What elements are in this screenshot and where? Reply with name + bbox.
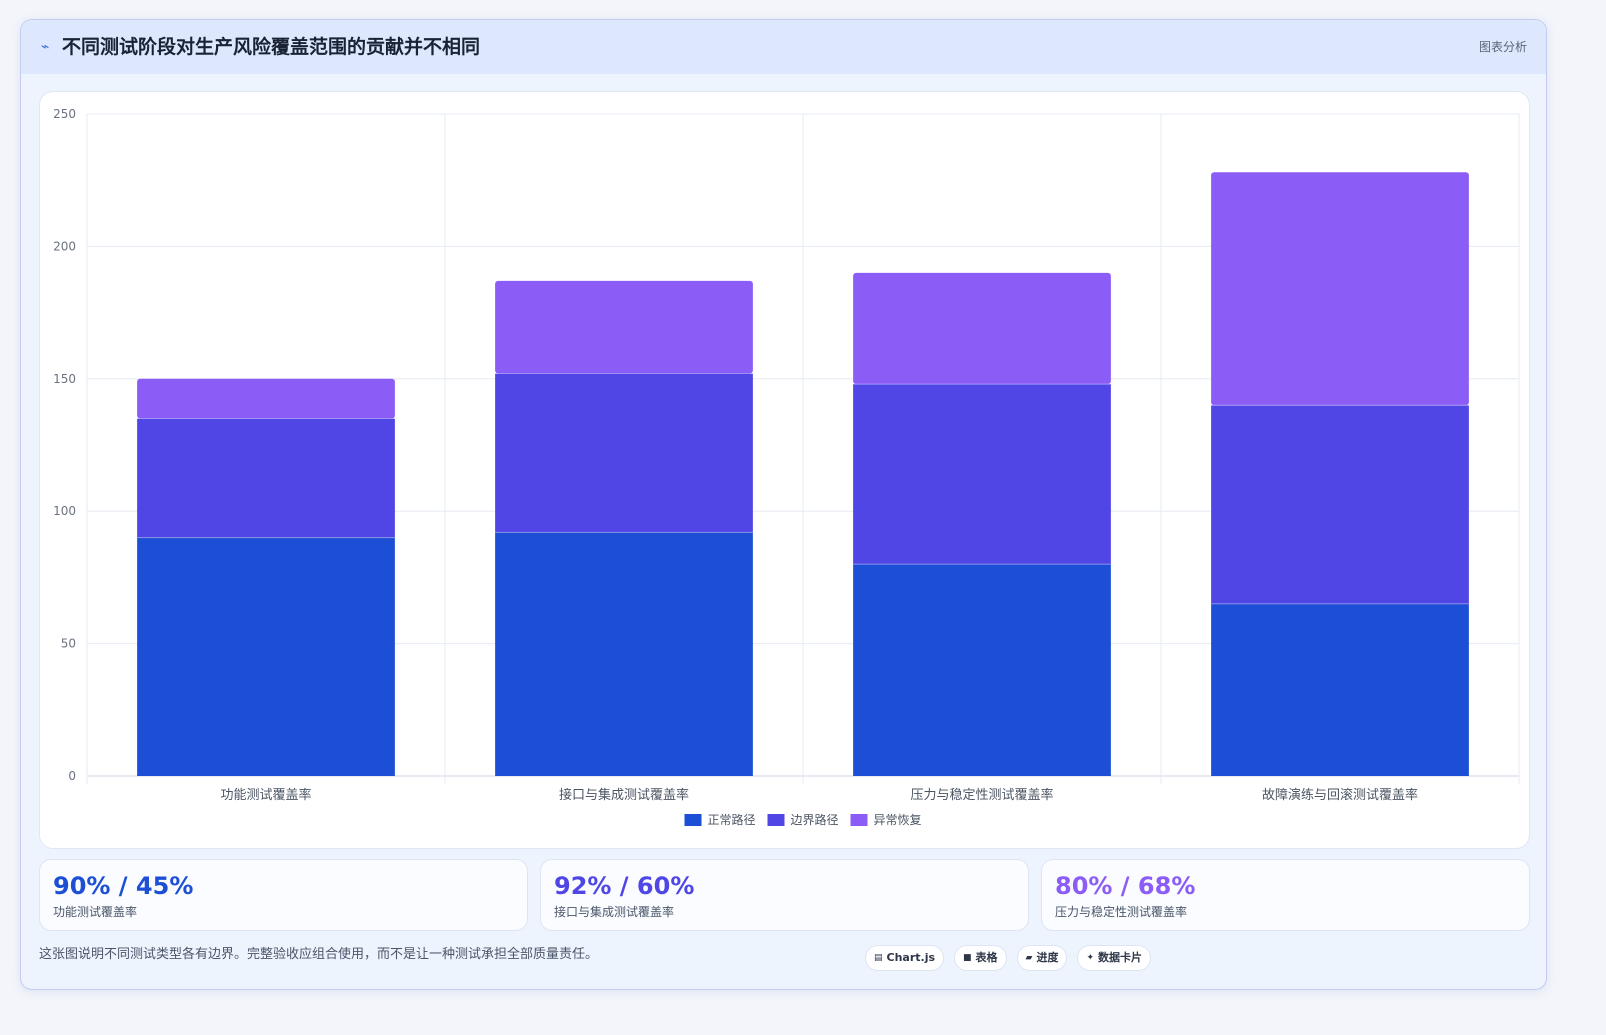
bar-segment (1211, 172, 1469, 406)
stat-value: 92% / 60% (554, 872, 695, 900)
y-tick-label: 100 (53, 504, 76, 518)
chart-analysis-badge: 图表分析 (1478, 40, 1527, 54)
progress-icon: ▰ (1025, 953, 1033, 963)
stat-card-integration: 92% / 60% 接口与集成测试覆盖率 (540, 859, 1029, 931)
legend-swatch (850, 814, 868, 826)
y-tick-label: 150 (53, 372, 76, 386)
x-tick-label: 故障演练与回滚测试覆盖率 (1262, 787, 1418, 803)
bar-segment (495, 373, 753, 533)
bar-segment (853, 384, 1111, 565)
bar-segment (137, 537, 395, 776)
tag-table[interactable]: ■ 表格 (954, 945, 1007, 971)
footer-description: 这张图说明不同测试类型各有边界。完整验收应组合使用，而不是让一种测试承担全部质量… (39, 947, 599, 962)
stat-label: 接口与集成测试覆盖率 (554, 905, 675, 919)
legend-swatch (767, 814, 785, 826)
bar-segment (495, 532, 753, 776)
x-tick-label: 压力与稳定性测试覆盖率 (910, 787, 1053, 803)
bar-segment (1211, 603, 1469, 776)
chart-icon: ▤ (874, 953, 883, 963)
chart-panel: 0 50 100 150 200 250 功能测试覆盖率 接口与集成测试覆盖率 压力与稳定性测试… (39, 91, 1530, 849)
legend-label: 边界路径 (791, 812, 839, 827)
legend-label: 正常路径 (708, 812, 756, 827)
bar-segment (495, 280, 753, 374)
tag-label: 进度 (1036, 951, 1059, 964)
stat-value: 80% / 68% (1055, 872, 1196, 900)
sparkle-icon: ✦ (1086, 953, 1095, 963)
legend-swatch (684, 814, 702, 826)
stacked-bar-chart: 0 50 100 150 200 250 功能测试覆盖率 接口与集成测试覆盖率 压力与稳定性测试… (53, 107, 1520, 827)
tag-label: 表格 (975, 951, 998, 964)
line-chart-icon: ⌁ (41, 39, 50, 55)
table-icon: ■ (963, 953, 972, 963)
page-title: 不同测试阶段对生产风险覆盖范围的贡献并不相同 (62, 36, 481, 58)
bar-segment (1211, 405, 1469, 604)
tag-data-cards[interactable]: ✦ 数据卡片 (1077, 945, 1152, 971)
x-tick-label: 接口与集成测试覆盖率 (559, 787, 689, 803)
legend-label: 异常恢复 (874, 813, 922, 827)
y-tick-label: 0 (68, 769, 76, 783)
card-header: ⌁ 不同测试阶段对生产风险覆盖范围的贡献并不相同 图表分析 (21, 20, 1546, 74)
tag-list: ▤ Chart.js ■ 表格 ▰ 进度 ✦ 数据卡片 (865, 945, 1152, 971)
tag-label: Chart.js (886, 951, 936, 964)
stat-label: 压力与稳定性测试覆盖率 (1055, 905, 1188, 919)
y-tick-label: 200 (53, 239, 76, 253)
tag-progress[interactable]: ▰ 进度 (1016, 945, 1068, 971)
bar-segment (853, 564, 1111, 776)
bar-segment (137, 378, 395, 419)
bar-segment (853, 272, 1111, 385)
stat-card-functional: 90% / 45% 功能测试覆盖率 (39, 859, 528, 931)
stat-label: 功能测试覆盖率 (53, 905, 138, 919)
tag-label: 数据卡片 (1098, 951, 1143, 964)
tag-chartjs[interactable]: ▤ Chart.js (865, 945, 945, 971)
x-tick-label: 功能测试覆盖率 (220, 787, 311, 803)
y-tick-label: 250 (53, 107, 76, 121)
chart-card: ⌁ 不同测试阶段对生产风险覆盖范围的贡献并不相同 图表分析 0 50 100 150 2… (20, 19, 1547, 990)
stat-value: 90% / 45% (53, 872, 194, 900)
bar-segment (137, 418, 395, 538)
stat-card-stress: 80% / 68% 压力与稳定性测试覆盖率 (1041, 859, 1530, 931)
y-tick-label: 50 (61, 637, 76, 651)
